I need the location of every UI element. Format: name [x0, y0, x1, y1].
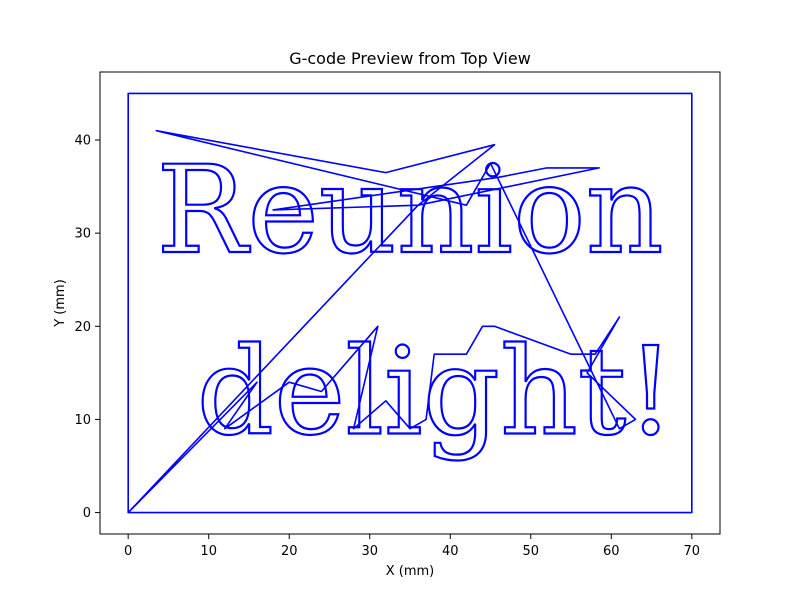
- x-axis-label: X (mm): [386, 564, 435, 579]
- toolpath-text-0: Reunion: [156, 141, 663, 281]
- x-tick-label: 70: [684, 544, 701, 559]
- chart-title: G-code Preview from Top View: [289, 49, 531, 68]
- x-tick-label: 0: [124, 544, 132, 559]
- y-axis-ticks: 0 10 20 30 40: [74, 133, 100, 521]
- y-tick-label: 20: [74, 320, 91, 335]
- x-axis-ticks: 0 10 20 30 40 50 60 70: [124, 534, 700, 559]
- x-tick-label: 40: [442, 544, 459, 559]
- y-tick-label: 0: [83, 506, 91, 521]
- y-tick-label: 40: [74, 133, 91, 148]
- plot-area: Reunion delight!: [127, 92, 693, 514]
- toolpath-text-1: delight!: [197, 322, 675, 462]
- axes-frame: [99, 71, 721, 535]
- x-tick-label: 10: [200, 544, 217, 559]
- y-tick-label: 30: [74, 227, 91, 242]
- toolpath-series-0: [127, 92, 693, 514]
- x-tick-label: 50: [523, 544, 540, 559]
- x-tick-label: 60: [603, 544, 620, 559]
- x-tick-label: 30: [361, 544, 378, 559]
- y-tick-label: 10: [74, 413, 91, 428]
- y-axis-label: Y (mm): [53, 279, 68, 328]
- x-tick-label: 20: [281, 544, 298, 559]
